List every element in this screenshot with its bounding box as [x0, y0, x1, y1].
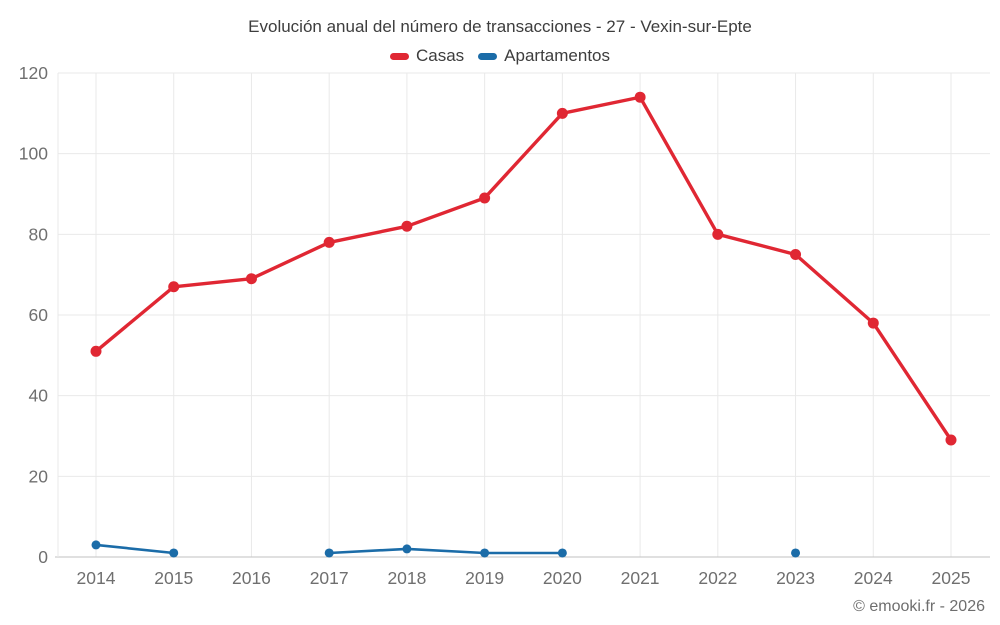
copyright-text: © emooki.fr - 2026 — [853, 598, 985, 615]
data-point-apartamentos-2019[interactable] — [480, 548, 490, 558]
legend-item-casas[interactable]: Casas — [389, 46, 465, 66]
y-axis-tick-label: 40 — [29, 386, 49, 406]
x-axis-tick-label: 2022 — [698, 568, 737, 588]
legend-label-casas: Casas — [415, 46, 465, 65]
y-axis-tick-label: 80 — [29, 224, 49, 244]
data-point-apartamentos-2023[interactable] — [791, 548, 801, 558]
data-point-casas-2022[interactable] — [712, 228, 724, 240]
x-axis-tick-label: 2017 — [310, 568, 349, 588]
data-point-apartamentos-2020[interactable] — [557, 548, 567, 558]
chart-title: Evolución anual del número de transaccio… — [248, 17, 752, 36]
y-axis-tick-label: 100 — [19, 144, 48, 164]
data-point-casas-2018[interactable] — [401, 220, 413, 232]
data-point-casas-2014[interactable] — [90, 345, 102, 357]
y-axis-tick-label: 20 — [29, 466, 49, 486]
x-axis-tick-label: 2024 — [854, 568, 893, 588]
x-axis-tick-label: 2014 — [77, 568, 116, 588]
data-point-casas-2024[interactable] — [867, 317, 879, 329]
data-point-casas-2015[interactable] — [168, 281, 180, 293]
x-axis-tick-label: 2019 — [465, 568, 504, 588]
apartamentos-color-swatch — [478, 52, 498, 60]
x-axis-tick-label: 2018 — [387, 568, 426, 588]
data-point-apartamentos-2017[interactable] — [324, 548, 334, 558]
y-axis-tick-label: 0 — [38, 547, 48, 567]
data-point-casas-2017[interactable] — [323, 236, 335, 248]
legend-label-apartamentos: Apartamentos — [504, 46, 611, 65]
legend-item-apartamentos[interactable]: Apartamentos — [478, 46, 610, 66]
casas-color-swatch — [389, 52, 409, 60]
series-line-apartamentos — [96, 545, 796, 553]
data-point-apartamentos-2015[interactable] — [169, 548, 179, 558]
data-point-casas-2025[interactable] — [945, 434, 957, 446]
x-axis-tick-label: 2021 — [621, 568, 660, 588]
x-axis-tick-label: 2015 — [154, 568, 193, 588]
x-axis-tick-label: 2025 — [932, 568, 971, 588]
data-point-casas-2023[interactable] — [790, 249, 802, 260]
data-point-apartamentos-2018[interactable] — [402, 544, 412, 554]
x-axis-tick-label: 2020 — [543, 568, 582, 588]
data-point-apartamentos-2014[interactable] — [91, 540, 101, 550]
chart-legend: Casas Apartamentos — [0, 46, 1000, 66]
data-point-casas-2019[interactable] — [479, 192, 491, 204]
data-point-casas-2021[interactable] — [634, 91, 646, 103]
data-point-casas-2020[interactable] — [556, 107, 568, 119]
y-axis-tick-label: 60 — [29, 305, 49, 325]
data-point-casas-2016[interactable] — [245, 273, 257, 285]
y-axis-tick-label: 120 — [19, 63, 48, 83]
series-line-casas — [94, 95, 953, 442]
x-axis-tick-label: 2023 — [776, 568, 815, 588]
x-axis-tick-label: 2016 — [232, 568, 271, 588]
